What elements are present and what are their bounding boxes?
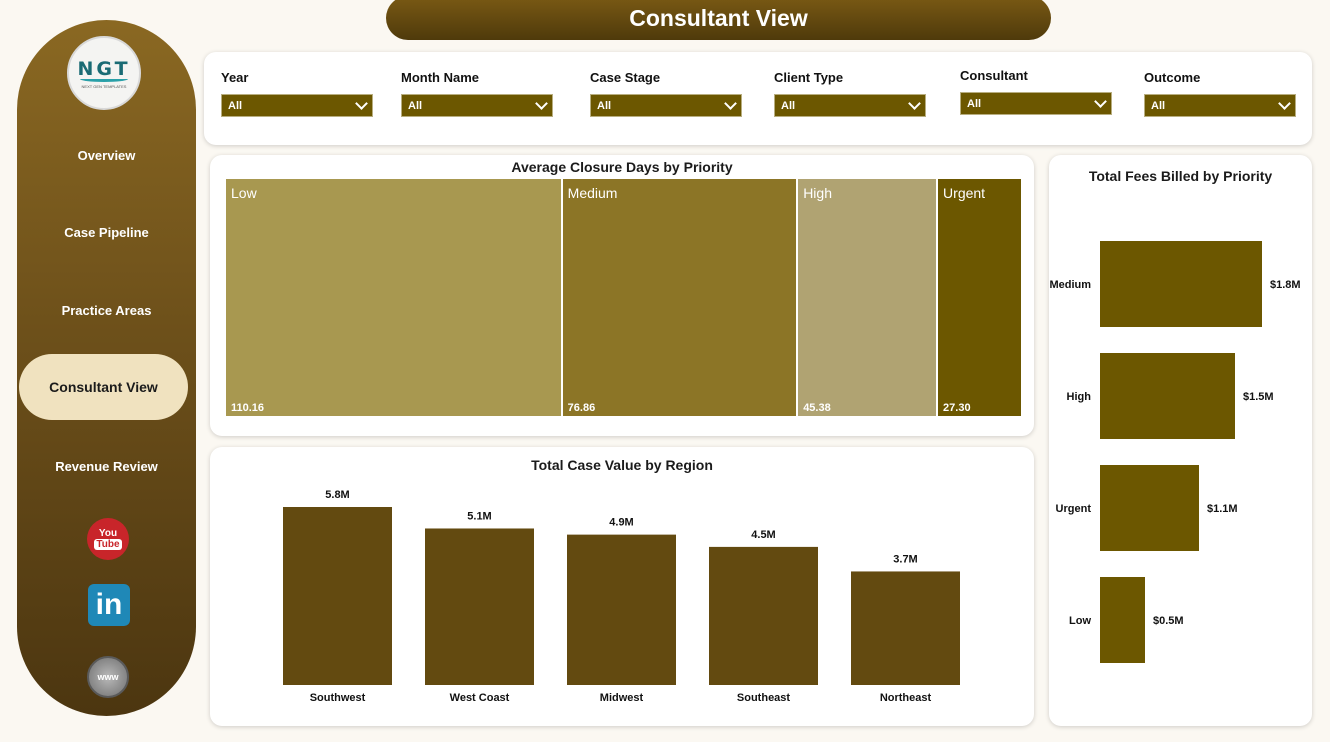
- treemap-tile-label: Low: [231, 185, 257, 201]
- treemap-tile-medium[interactable]: Medium 76.86: [562, 179, 797, 416]
- treemap-tile-low[interactable]: Low 110.16: [226, 179, 561, 416]
- nav-item-overview[interactable]: Overview: [77, 148, 136, 163]
- filter-label: Consultant: [960, 68, 1028, 83]
- dropdown-value: All: [1151, 99, 1166, 112]
- dropdown-value: All: [228, 99, 243, 112]
- fees-bar-value: $0.5M: [1153, 615, 1184, 627]
- fees-category-label: High: [1067, 391, 1092, 403]
- region-chart-title: Total Case Value by Region: [531, 457, 713, 473]
- filter-label: Client Type: [774, 70, 844, 85]
- treemap-tile-high[interactable]: High 45.38: [798, 179, 937, 416]
- youtube-icon[interactable]: You Tube: [87, 518, 129, 560]
- dropdown-value: All: [597, 99, 612, 112]
- dropdown-value: All: [967, 97, 982, 110]
- nav-item-revenue-review[interactable]: Revenue Review: [55, 459, 158, 474]
- treemap-tile-label: High: [803, 185, 832, 201]
- sidebar: NGT NEXT GEN TEMPLATES Overview Case Pip…: [17, 20, 196, 716]
- filter-bar: Year All Month Name All Case Stage All C…: [204, 52, 1312, 145]
- region-bar-value: 3.7M: [893, 553, 917, 565]
- fees-bar-value: $1.1M: [1207, 503, 1238, 515]
- region-category-label: Midwest: [600, 692, 644, 704]
- chevron-down-icon: [724, 96, 737, 110]
- dropdown-value: All: [781, 99, 796, 112]
- region-bar-west-coast: [425, 528, 534, 685]
- page-title: Consultant View: [386, 0, 1051, 40]
- logo-tagline: NEXT GEN TEMPLATES: [81, 83, 127, 89]
- filter-month-name: Month Name All: [401, 70, 553, 117]
- region-bar-midwest: [567, 534, 676, 685]
- region-bar-northeast: [851, 571, 960, 685]
- year-dropdown[interactable]: All: [221, 94, 373, 117]
- client-type-dropdown[interactable]: All: [774, 94, 926, 117]
- chevron-down-icon: [1094, 94, 1107, 108]
- filter-outcome: Outcome All: [1144, 70, 1296, 117]
- fees-bar-low: [1100, 577, 1145, 663]
- region-bar-value: 5.8M: [325, 489, 349, 501]
- region-category-label: Southwest: [310, 692, 366, 704]
- fees-bar-chart: Medium $1.8M High $1.5M Urgent $1.1M Low $0.5M: [1049, 241, 1301, 663]
- filter-client-type: Client Type All: [774, 70, 926, 117]
- dropdown-value: All: [408, 99, 423, 112]
- region-bar-value: 5.1M: [467, 510, 491, 522]
- nav-item-consultant-view[interactable]: Consultant View: [19, 354, 188, 420]
- case-stage-dropdown[interactable]: All: [590, 94, 742, 117]
- fees-bar-high: [1100, 353, 1235, 439]
- region-category-label: Northeast: [880, 692, 932, 704]
- treemap-tile-value: 27.30: [943, 402, 971, 414]
- brand-logo[interactable]: NGT NEXT GEN TEMPLATES: [67, 36, 141, 110]
- treemap-tile-value: 45.38: [803, 402, 831, 414]
- region-bar-southwest: [283, 507, 392, 685]
- filter-label: Outcome: [1144, 70, 1201, 85]
- fees-category-label: Low: [1069, 615, 1091, 627]
- fees-category-label: Medium: [1049, 279, 1091, 291]
- region-category-label: West Coast: [450, 692, 510, 704]
- region-bar-southeast: [709, 546, 818, 685]
- website-icon[interactable]: www: [87, 656, 129, 698]
- treemap-tile-label: Urgent: [943, 185, 986, 201]
- chevron-down-icon: [1278, 96, 1291, 110]
- filter-label: Month Name: [401, 70, 479, 85]
- consultant-dropdown[interactable]: All: [960, 92, 1112, 115]
- treemap-title: Average Closure Days by Priority: [511, 159, 733, 175]
- filter-year: Year All: [221, 70, 373, 117]
- chevron-down-icon: [535, 96, 548, 110]
- filter-case-stage: Case Stage All: [590, 70, 742, 117]
- chevron-down-icon: [355, 96, 368, 110]
- filter-consultant: Consultant All: [960, 68, 1112, 115]
- filter-label: Year: [221, 70, 249, 85]
- treemap-tile-value: 76.86: [567, 402, 596, 414]
- logo-swoosh-icon: [80, 76, 128, 82]
- chevron-down-icon: [908, 96, 921, 110]
- region-bar-chart: 5.8M Southwest 5.1M West Coast 4.9M Midwest 4.…: [283, 489, 960, 704]
- nav-item-practice-areas[interactable]: Practice Areas: [61, 303, 152, 318]
- fees-bar-value: $1.8M: [1270, 279, 1301, 291]
- region-category-label: Southeast: [737, 692, 791, 704]
- region-bar-value: 4.5M: [751, 529, 775, 541]
- treemap-tile-label: Medium: [567, 185, 618, 201]
- month-name-dropdown[interactable]: All: [401, 94, 553, 117]
- linkedin-icon[interactable]: in: [88, 584, 130, 626]
- region-bar-value: 4.9M: [609, 517, 633, 529]
- case-value-region-panel: Total Case Value by Region 5.8M Southwest…: [210, 447, 1034, 726]
- youtube-text-top: You: [98, 528, 118, 539]
- website-text: www: [97, 672, 119, 682]
- fees-priority-panel: Total Fees Billed by Priority Medium $1.8…: [1049, 155, 1312, 726]
- fees-bar-medium: [1100, 241, 1262, 327]
- fees-chart-title: Total Fees Billed by Priority: [1088, 168, 1273, 184]
- treemap-tile-value: 110.16: [231, 402, 265, 414]
- nav-item-case-pipeline[interactable]: Case Pipeline: [64, 225, 149, 240]
- fees-bar-urgent: [1100, 465, 1199, 551]
- youtube-text-bottom: Tube: [94, 539, 122, 550]
- treemap-tile-urgent[interactable]: Urgent 27.30: [938, 179, 1021, 416]
- closure-days-treemap-panel: Average Closure Days by Priority Low 110.…: [210, 155, 1034, 436]
- outcome-dropdown[interactable]: All: [1144, 94, 1296, 117]
- fees-category-label: Urgent: [1056, 503, 1092, 515]
- linkedin-text: in: [95, 588, 123, 621]
- filter-label: Case Stage: [590, 70, 661, 85]
- logo-mark: NGT: [77, 57, 131, 80]
- fees-bar-value: $1.5M: [1243, 391, 1274, 403]
